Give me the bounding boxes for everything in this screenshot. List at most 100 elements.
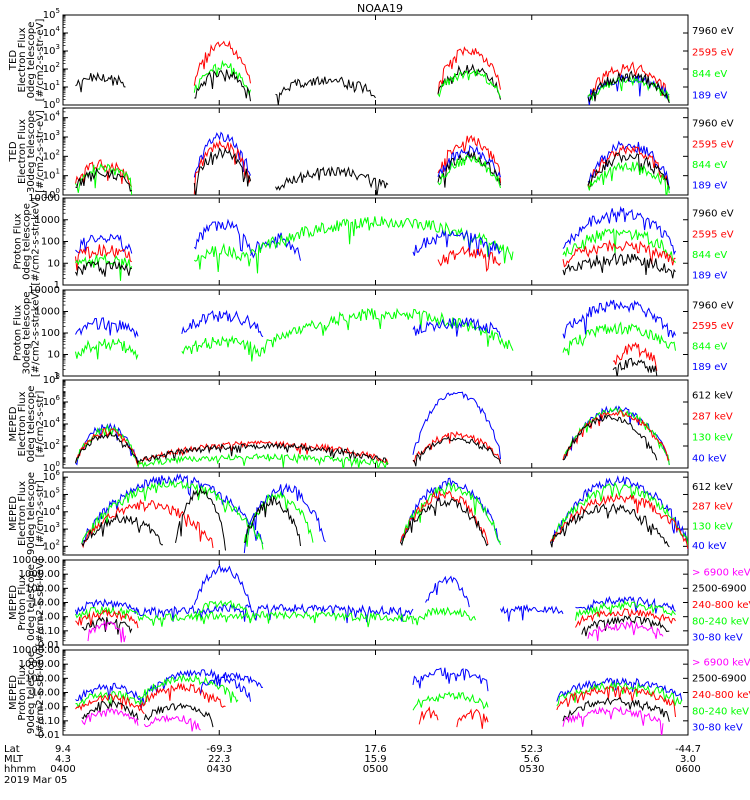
series-trace <box>412 691 489 711</box>
legend-entry: 2500-6900 <box>692 674 747 685</box>
xtick-mlt: 15.9 <box>364 754 386 765</box>
legend-entry: 844 eV <box>692 341 727 352</box>
series-trace <box>137 452 389 468</box>
panel-frame <box>62 471 689 556</box>
ytick-label: 100.00 <box>25 673 60 684</box>
traces <box>75 391 670 468</box>
xtick-lat: -44.7 <box>675 744 701 755</box>
series-trace <box>562 697 670 722</box>
ylabel-line: MEPED <box>8 585 19 620</box>
ylabel-line: [#/cm2-s-str-keV] <box>35 558 46 646</box>
ylabel-line: 0deg telescope <box>26 564 37 641</box>
series-trace <box>193 218 251 252</box>
series-trace <box>412 430 501 464</box>
ytick-label: 102 <box>43 538 60 552</box>
series-trace <box>275 75 376 105</box>
series-trace <box>437 155 501 189</box>
series-trace <box>87 619 126 643</box>
series-trace <box>81 498 214 549</box>
series-trace <box>575 595 676 614</box>
xtick-mlt: 3.0 <box>680 754 696 765</box>
legend-entry: 189 eV <box>692 362 727 373</box>
series-trace <box>587 61 670 98</box>
series-trace <box>250 232 301 261</box>
ytick-label: 105 <box>43 7 60 21</box>
series-trace <box>456 708 489 729</box>
series-trace <box>262 307 514 354</box>
panel-frame <box>62 379 689 469</box>
ytick-label: 100 <box>43 97 60 111</box>
ytick-label: 1000 <box>35 215 60 226</box>
ylabel-line: [#/cm2-s-str-keV] <box>35 648 46 736</box>
series-trace <box>193 563 251 608</box>
legend-entry: 844 eV <box>692 69 727 80</box>
xtick-lat: 9.4 <box>55 744 71 755</box>
ytick-label: 103 <box>43 521 60 535</box>
series-trace <box>437 150 501 188</box>
ytick-label: 0.01 <box>38 730 60 741</box>
series-trace <box>193 599 251 621</box>
series-trace <box>193 40 251 86</box>
date-label: 2019 Mar 05 <box>4 775 67 786</box>
series-trace <box>81 707 139 726</box>
ytick-label: 101 <box>43 79 60 93</box>
xtick-lat: 52.3 <box>521 744 543 755</box>
series-trace <box>556 677 683 702</box>
series-trace <box>75 243 133 271</box>
series-trace <box>437 46 501 95</box>
ytick-label: 103 <box>43 129 60 143</box>
series-trace <box>275 165 389 195</box>
chart-title: NOAA19 <box>357 2 403 15</box>
ytick-label: 102 <box>43 61 60 75</box>
series-trace <box>412 229 501 260</box>
panel-frame <box>62 559 689 646</box>
series-trace <box>562 299 676 339</box>
series-trace <box>562 705 664 735</box>
xtick-hhmm: 0430 <box>207 764 232 775</box>
traces <box>75 299 676 376</box>
series-trace <box>437 68 501 98</box>
ylabel-line: Proton Flux <box>17 664 28 720</box>
series-trace <box>81 699 139 720</box>
ytick-label: 106 <box>43 469 61 483</box>
series-trace <box>75 605 139 620</box>
ytick-label: 10 <box>47 258 60 269</box>
legend-entry: 40 keV <box>692 454 726 465</box>
series-trace <box>75 260 132 277</box>
xtick-lat: 17.6 <box>364 744 386 755</box>
ytick-label: 104 <box>43 416 61 430</box>
series-trace <box>75 71 126 93</box>
legend-entry: 7960 eV <box>692 26 734 37</box>
legend-entry: 2595 eV <box>692 48 734 59</box>
traces <box>75 40 670 105</box>
series-trace <box>437 144 501 178</box>
traces <box>75 131 670 195</box>
ytick-label: 0.10 <box>38 716 60 727</box>
series-trace <box>75 598 139 615</box>
series-trace <box>244 495 301 547</box>
series-trace <box>193 59 251 96</box>
ytick-label: 10000.00 <box>12 555 60 566</box>
series-trace <box>412 436 501 467</box>
legend-entry: 7960 eV <box>692 119 734 130</box>
legend-entry: 2595 eV <box>692 139 734 150</box>
legend-entry: 287 keV <box>692 412 733 423</box>
series-trace <box>612 357 658 376</box>
series-trace <box>81 479 264 550</box>
series-trace <box>193 131 251 178</box>
series-trace <box>75 608 139 629</box>
legend-entry: 287 keV <box>692 502 733 513</box>
series-trace <box>193 147 251 195</box>
series-trace <box>587 70 670 104</box>
ytick-label: 1 <box>54 280 60 291</box>
ytick-label: 100 <box>43 187 60 201</box>
ylabel-line: 0deg telescope <box>26 386 37 463</box>
series-trace <box>75 159 133 187</box>
ytick-label: 100 <box>41 237 60 248</box>
